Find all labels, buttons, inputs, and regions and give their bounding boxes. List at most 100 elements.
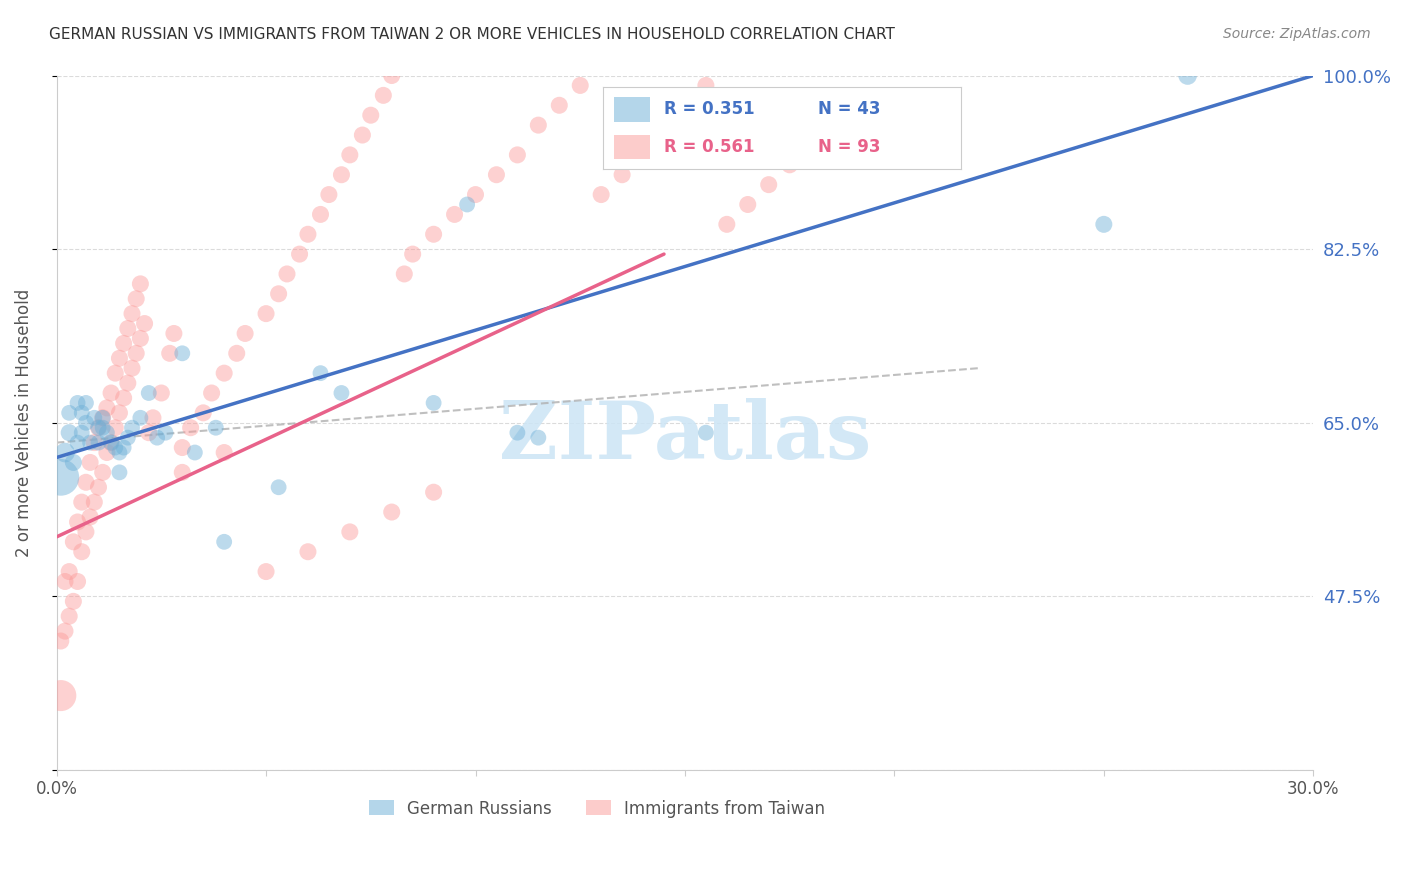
Point <box>62 455 84 469</box>
Point <box>58 565 80 579</box>
Point <box>79 510 101 524</box>
Point <box>1092 217 1115 231</box>
Point <box>464 187 486 202</box>
Point <box>276 267 298 281</box>
Point <box>70 495 93 509</box>
Point <box>1177 69 1199 83</box>
Point <box>695 78 717 93</box>
Y-axis label: 2 or more Vehicles in Household: 2 or more Vehicles in Household <box>15 289 32 557</box>
Point <box>104 441 127 455</box>
Point <box>330 386 353 401</box>
Point <box>443 207 465 221</box>
Point <box>75 524 97 539</box>
Point <box>134 317 156 331</box>
Point <box>159 346 181 360</box>
Point <box>422 227 444 242</box>
Point <box>108 351 131 366</box>
Point <box>212 445 235 459</box>
Point <box>129 410 152 425</box>
Point <box>673 98 696 112</box>
Point <box>104 421 127 435</box>
Point <box>394 267 416 281</box>
Point <box>117 321 139 335</box>
Point <box>125 292 148 306</box>
Point <box>360 108 382 122</box>
Point <box>66 435 89 450</box>
Point <box>155 425 177 440</box>
Point <box>631 148 654 162</box>
Point <box>330 168 353 182</box>
Point <box>70 545 93 559</box>
Point <box>381 505 404 519</box>
Point <box>569 78 592 93</box>
Point <box>172 346 194 360</box>
Point <box>716 217 738 231</box>
Point <box>129 331 152 345</box>
Point <box>309 366 332 380</box>
Point <box>121 307 143 321</box>
Point <box>87 421 110 435</box>
Point <box>212 366 235 380</box>
Point <box>402 247 425 261</box>
Point <box>267 480 290 494</box>
Point <box>309 207 332 221</box>
Point <box>125 346 148 360</box>
Point <box>254 307 277 321</box>
Point <box>96 401 118 415</box>
Point <box>79 435 101 450</box>
Point <box>267 286 290 301</box>
Point <box>288 247 311 261</box>
Point <box>49 470 72 484</box>
Point <box>49 689 72 703</box>
Point <box>83 435 105 450</box>
Point <box>297 545 319 559</box>
Point <box>695 425 717 440</box>
Point <box>506 425 529 440</box>
Point <box>58 609 80 624</box>
Point <box>87 421 110 435</box>
Point <box>758 178 780 192</box>
Point <box>108 445 131 459</box>
Point <box>225 346 247 360</box>
Point <box>737 197 759 211</box>
Point <box>373 88 395 103</box>
Point <box>163 326 186 341</box>
Point <box>138 386 160 401</box>
Point <box>485 168 508 182</box>
Point <box>87 435 110 450</box>
Point <box>193 406 215 420</box>
Point <box>112 391 135 405</box>
Point <box>70 406 93 420</box>
Point <box>610 168 633 182</box>
Point <box>100 386 122 401</box>
Point <box>91 410 114 425</box>
Point <box>548 98 571 112</box>
Point <box>91 410 114 425</box>
Point <box>652 118 675 132</box>
Point <box>121 421 143 435</box>
Point <box>53 624 76 639</box>
Point <box>75 396 97 410</box>
Point <box>75 475 97 490</box>
Point <box>91 421 114 435</box>
Point <box>75 416 97 430</box>
Point <box>83 495 105 509</box>
Point <box>200 386 222 401</box>
Point <box>104 366 127 380</box>
Text: GERMAN RUSSIAN VS IMMIGRANTS FROM TAIWAN 2 OR MORE VEHICLES IN HOUSEHOLD CORRELA: GERMAN RUSSIAN VS IMMIGRANTS FROM TAIWAN… <box>49 27 896 42</box>
Point <box>100 435 122 450</box>
Point <box>527 118 550 132</box>
Point <box>66 515 89 529</box>
Text: Source: ZipAtlas.com: Source: ZipAtlas.com <box>1223 27 1371 41</box>
Point <box>49 634 72 648</box>
Point <box>62 594 84 608</box>
Point <box>58 406 80 420</box>
Point <box>100 435 122 450</box>
Point <box>204 421 226 435</box>
Point <box>66 396 89 410</box>
Point <box>62 534 84 549</box>
Point <box>506 148 529 162</box>
Point <box>108 466 131 480</box>
Point <box>121 361 143 376</box>
Point <box>172 441 194 455</box>
